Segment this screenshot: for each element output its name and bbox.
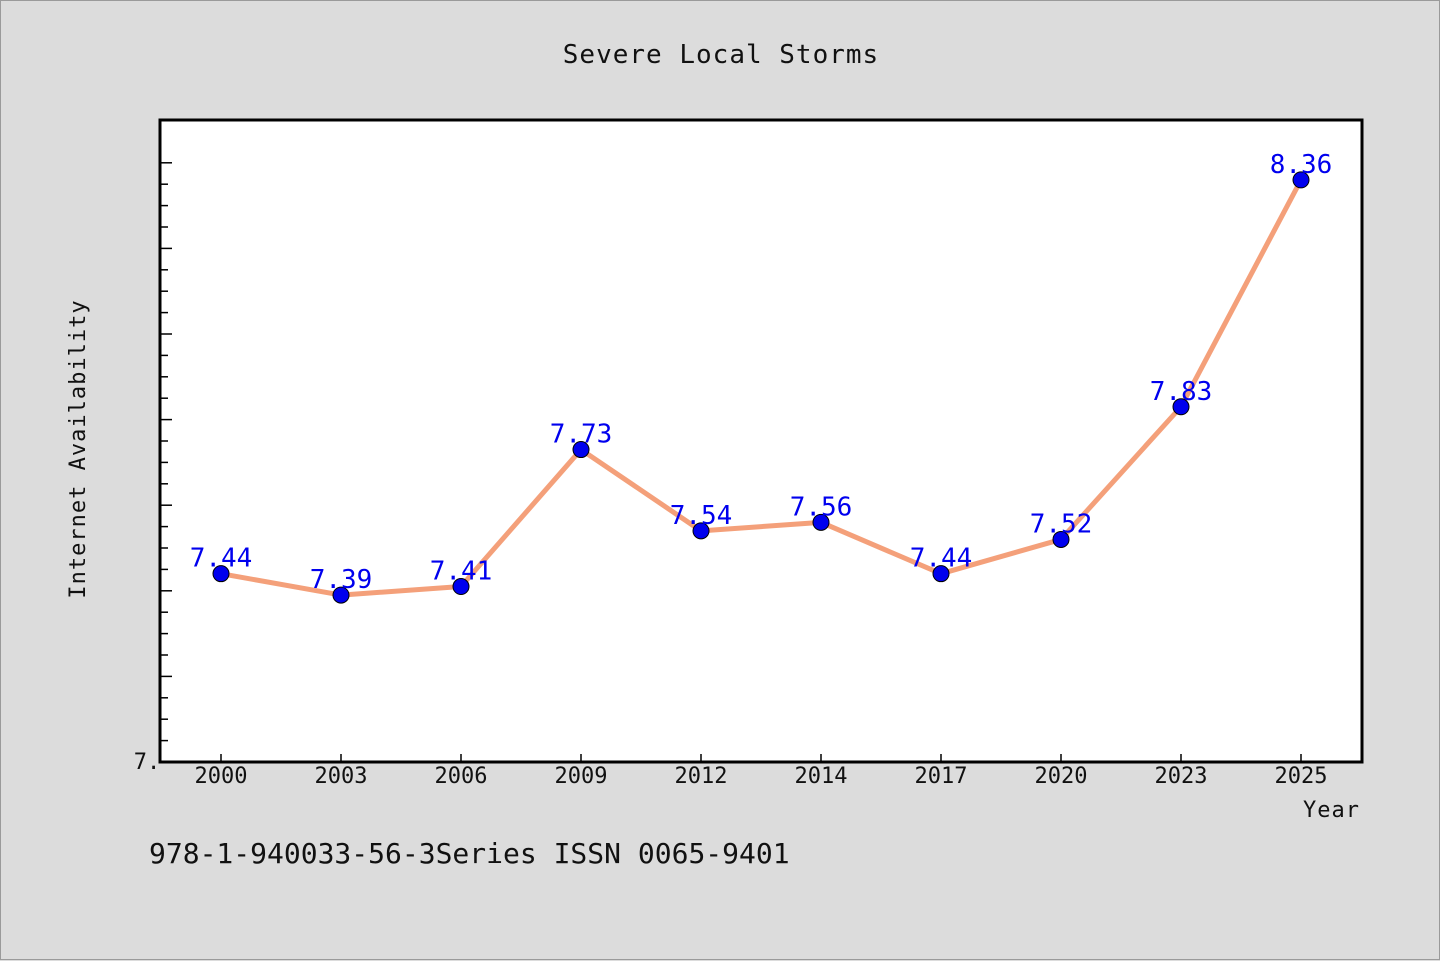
x-tick-label: 2025 (1275, 764, 1328, 789)
x-axis-ticks: 2000 2003 2006 2009 2012 2014 2017 2020 2023 2025 (195, 754, 1328, 789)
x-tick-label: 2020 (1035, 764, 1088, 789)
data-label: 7.54 (670, 501, 733, 531)
chart-title: Severe Local Storms (563, 40, 879, 70)
x-tick-label: 2003 (315, 764, 368, 789)
x-axis-label: Year (1303, 798, 1360, 823)
data-labels: 7.44 7.39 7.41 7.73 7.54 7.56 7.44 7.52 7.83 8.36 (190, 150, 1333, 595)
y-axis-ticks (160, 162, 172, 742)
x-tick-label: 2017 (915, 764, 968, 789)
data-label: 7.44 (190, 544, 253, 574)
series-line (218, 177, 1304, 598)
data-point (812, 513, 830, 531)
data-label: 7.52 (1030, 509, 1093, 539)
series-line-group (218, 177, 1304, 598)
data-point (572, 441, 590, 459)
y-tick-label: 7. (134, 750, 161, 775)
data-label: 7.41 (430, 557, 493, 587)
x-tick-label: 2014 (795, 764, 848, 789)
x-tick-label: 2006 (435, 764, 488, 789)
data-label: 7.44 (910, 544, 973, 574)
data-label: 7.56 (790, 492, 853, 522)
data-point (1292, 171, 1310, 189)
x-tick-label: 2009 (555, 764, 608, 789)
data-point (332, 586, 350, 604)
data-label: 8.36 (1270, 150, 1333, 180)
x-tick-label: 2000 (195, 764, 248, 789)
data-label: 7.73 (550, 420, 613, 450)
data-point (932, 565, 950, 583)
data-label: 7.83 (1150, 377, 1213, 407)
x-tick-label: 2023 (1155, 764, 1208, 789)
x-tick-label: 2012 (675, 764, 728, 789)
footer-isbn: 978-1-940033-56-3Series ISSN 0065-9401 (149, 837, 790, 870)
data-point (1172, 398, 1190, 416)
data-point (1052, 530, 1070, 548)
plot-area (158, 118, 1364, 764)
data-point (692, 522, 710, 540)
data-label: 7.39 (310, 565, 373, 595)
series-markers (212, 171, 1310, 604)
data-point (212, 565, 230, 583)
y-axis-label: Internet Availability (66, 299, 91, 598)
data-point (452, 578, 470, 596)
